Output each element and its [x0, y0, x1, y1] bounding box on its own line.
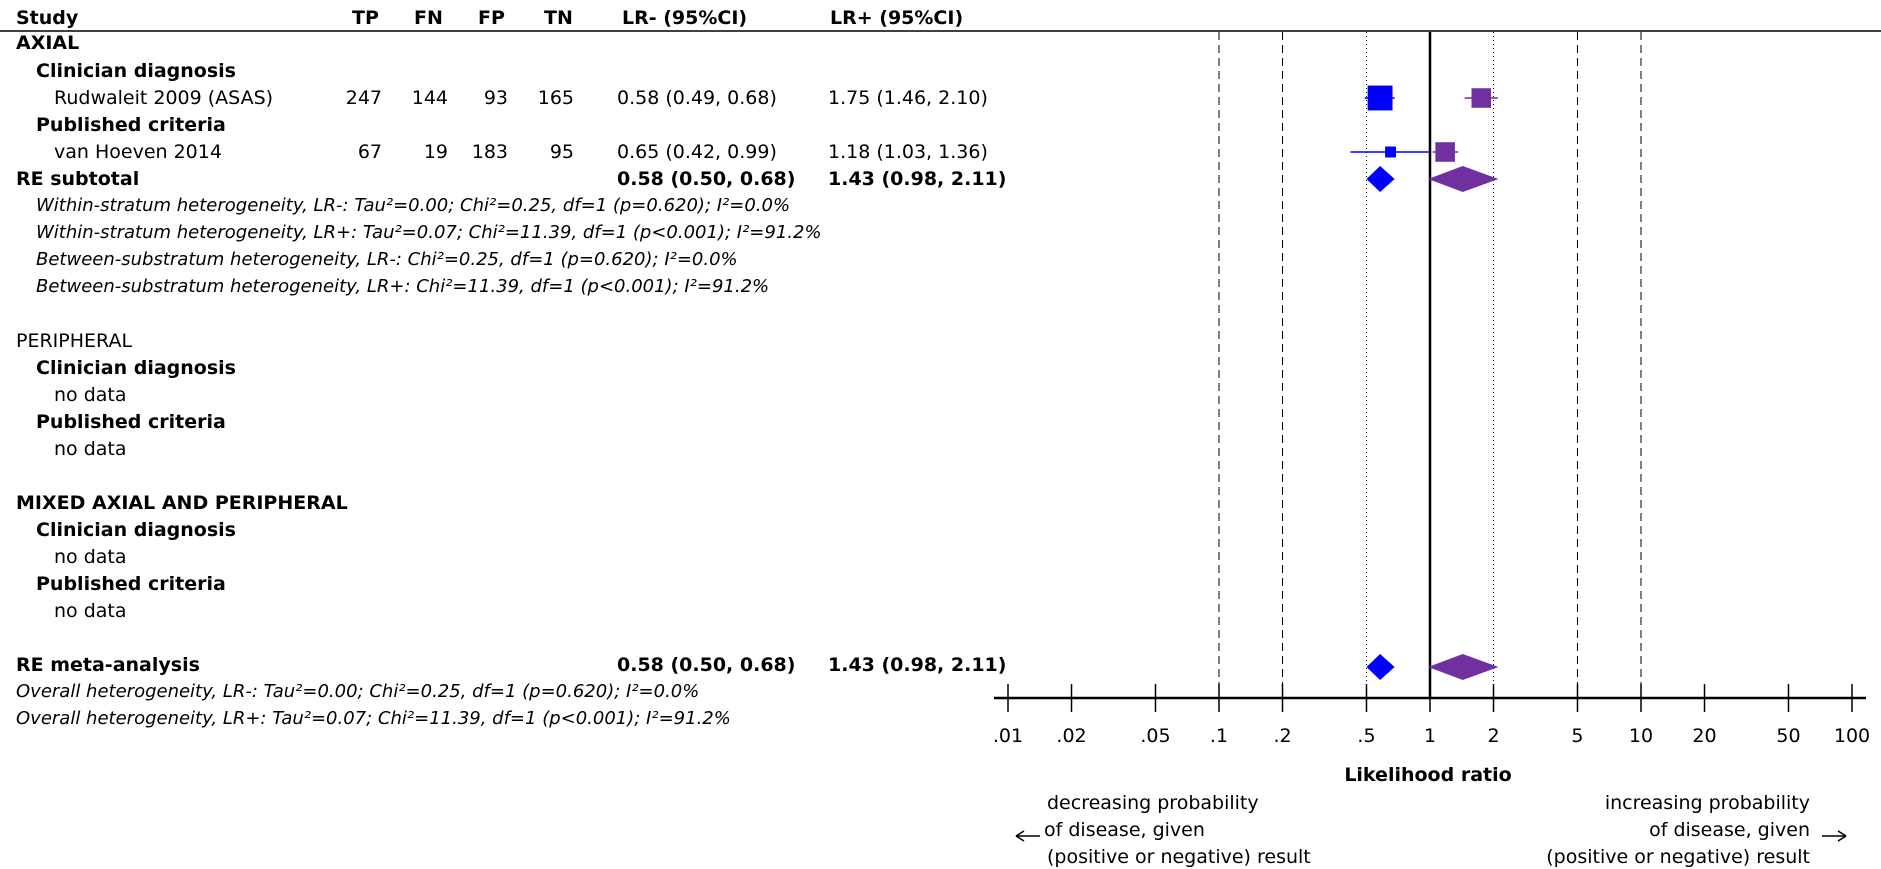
header-study: Study [16, 7, 79, 29]
subgroup-label: Published criteria [36, 411, 226, 433]
subtotal-lrpos: 1.43 (0.98, 2.11) [828, 168, 1007, 190]
section-title-mixed: MIXED AXIAL AND PERIPHERAL [16, 492, 348, 514]
study-lrneg: 0.65 (0.42, 0.99) [617, 141, 777, 163]
study-marker [1385, 146, 1397, 158]
overall-label: RE meta-analysis [16, 654, 200, 676]
no-data-text: no data [54, 384, 127, 406]
left-annotation-line3: (positive or negative) result [1047, 846, 1311, 868]
right-annotation-line3: (positive or negative) result [1546, 846, 1810, 868]
x-tick-label: 100 [1834, 725, 1870, 747]
x-tick-label: 1 [1424, 725, 1436, 747]
heterogeneity-note: Between-substratum heterogeneity, LR-: C… [36, 249, 738, 270]
x-tick-label: .5 [1357, 725, 1375, 747]
left-arrow-head-icon [1015, 830, 1025, 842]
x-tick-label: 50 [1776, 725, 1800, 747]
overall-lrpos: 1.43 (0.98, 2.11) [828, 654, 1007, 676]
subgroup-label: Clinician diagnosis [36, 519, 236, 541]
header-tp: TP [352, 7, 379, 29]
study-name: Rudwaleit 2009 (ASAS) [54, 87, 274, 109]
study-fp: 183 [471, 141, 508, 163]
left-annotation-line1: decreasing probability [1047, 792, 1259, 814]
heterogeneity-note: Within-stratum heterogeneity, LR-: Tau²=… [36, 195, 791, 216]
study-fp: 93 [483, 87, 508, 109]
study-tn: 165 [537, 87, 574, 109]
header-lrneg: LR- (95%CI) [622, 7, 748, 29]
pooled-diamond [1428, 166, 1499, 192]
x-tick-label: .05 [1140, 725, 1170, 747]
right-annotation-line2: of disease, given [1649, 819, 1810, 841]
study-tp: 247 [345, 87, 382, 109]
x-axis-label: Likelihood ratio [1344, 764, 1512, 786]
overall-heterogeneity-note: Overall heterogeneity, LR+: Tau²=0.07; C… [16, 708, 731, 729]
study-fn: 19 [423, 141, 448, 163]
section-title-axial: AXIAL [16, 32, 80, 54]
subgroup-label: Published criteria [36, 114, 226, 136]
no-data-text: no data [54, 546, 127, 568]
study-lrpos: 1.18 (1.03, 1.36) [828, 141, 988, 163]
heterogeneity-note: Between-substratum heterogeneity, LR+: C… [36, 276, 770, 297]
pooled-diamond [1428, 654, 1499, 680]
pooled-diamond [1366, 166, 1395, 192]
heterogeneity-note: Within-stratum heterogeneity, LR+: Tau²=… [36, 222, 822, 243]
subgroup-label: Clinician diagnosis [36, 60, 236, 82]
pooled-diamond [1366, 654, 1395, 680]
x-tick-label: 5 [1571, 725, 1583, 747]
x-tick-label: 20 [1692, 725, 1716, 747]
x-tick-label: .1 [1210, 725, 1228, 747]
x-tick-label: .2 [1273, 725, 1291, 747]
no-data-text: no data [54, 438, 127, 460]
study-fn: 144 [411, 87, 448, 109]
subtotal-label: RE subtotal [16, 168, 140, 190]
x-tick-label: .01 [993, 725, 1023, 747]
no-data-text: no data [54, 600, 127, 622]
subtotal-lrneg: 0.58 (0.50, 0.68) [617, 168, 796, 190]
overall-lrneg: 0.58 (0.50, 0.68) [617, 654, 796, 676]
study-marker [1367, 85, 1393, 111]
study-lrneg: 0.58 (0.49, 0.68) [617, 87, 777, 109]
header-lrpos: LR+ (95%CI) [830, 7, 964, 29]
right-arrow-head-icon [1837, 830, 1847, 842]
subgroup-label: Clinician diagnosis [36, 357, 236, 379]
right-annotation-line1: increasing probability [1604, 792, 1810, 814]
header-tn: TN [544, 7, 573, 29]
subgroup-label: Published criteria [36, 573, 226, 595]
study-tp: 67 [357, 141, 382, 163]
left-annotation-line2: of disease, given [1044, 819, 1205, 841]
study-tn: 95 [549, 141, 574, 163]
section-title-peripheral: PERIPHERAL [16, 330, 133, 352]
study-marker [1471, 88, 1492, 108]
study-lrpos: 1.75 (1.46, 2.10) [828, 87, 988, 109]
x-tick-label: 2 [1487, 725, 1499, 747]
x-tick-label: .02 [1056, 725, 1086, 747]
header-fp: FP [478, 7, 505, 29]
header-fn: FN [414, 7, 443, 29]
overall-heterogeneity-note: Overall heterogeneity, LR-: Tau²=0.00; C… [16, 681, 700, 702]
x-tick-label: 10 [1629, 725, 1653, 747]
study-marker [1435, 142, 1455, 162]
study-name: van Hoeven 2014 [54, 141, 222, 163]
